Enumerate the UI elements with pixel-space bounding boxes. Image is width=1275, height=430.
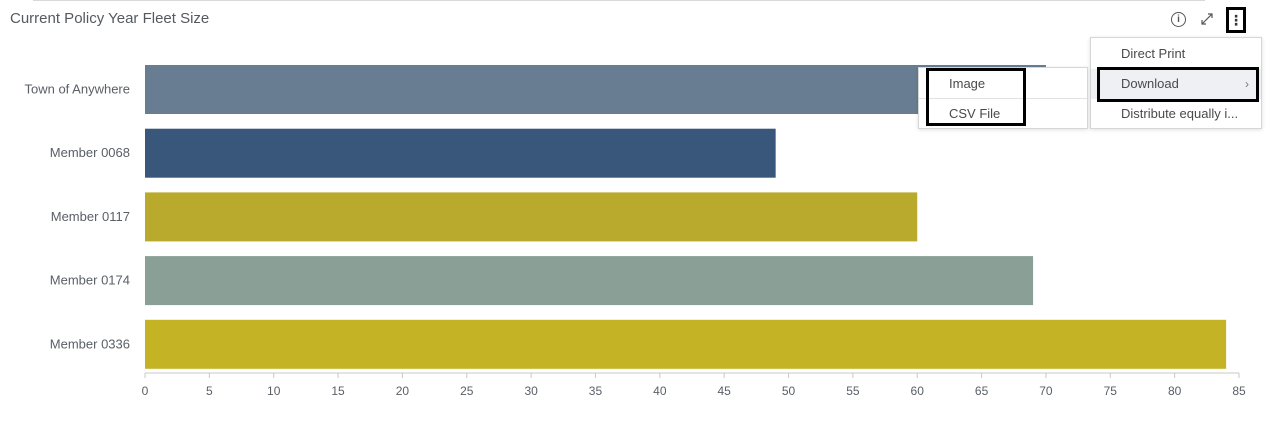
x-tick-label: 0: [142, 384, 149, 398]
y-tick-label: Member 0336: [50, 336, 130, 351]
x-tick-label: 5: [206, 384, 213, 398]
chart-title: Current Policy Year Fleet Size: [10, 10, 210, 27]
bar: [145, 128, 776, 178]
bar: [145, 319, 1227, 369]
download-highlight-box: [1097, 67, 1259, 102]
bar: [145, 65, 1046, 114]
x-tick-label: 70: [1039, 384, 1053, 398]
x-tick-label: 60: [911, 384, 925, 398]
info-icon[interactable]: i: [1171, 12, 1186, 27]
x-tick-label: 75: [1104, 384, 1118, 398]
x-tick-label: 15: [331, 384, 345, 398]
x-tick-label: 40: [653, 384, 667, 398]
y-tick-label: Member 0117: [51, 209, 130, 224]
menu-item-distribute[interactable]: Distribute equally i...: [1121, 106, 1239, 121]
x-tick-label: 45: [717, 384, 731, 398]
expand-icon-graphic: [1201, 13, 1213, 25]
submenu-highlight-box: [926, 68, 1026, 126]
x-tick-label: 85: [1232, 384, 1246, 398]
y-tick-label: Town of Anywhere: [24, 82, 130, 97]
x-tick-label: 55: [846, 384, 860, 398]
top-divider: [33, 0, 1205, 1]
x-tick-label: 80: [1168, 384, 1182, 398]
y-tick-label: Member 0174: [50, 273, 130, 288]
more-vertical-icon[interactable]: ⋮: [1226, 7, 1246, 33]
x-tick-label: 50: [782, 384, 796, 398]
menu-item-download-label: Download: [1121, 76, 1179, 91]
chevron-right-icon: ›: [1245, 77, 1249, 91]
menu-item-download[interactable]: Download ›: [1091, 69, 1261, 99]
download-submenu: Image CSV File: [918, 67, 1088, 129]
submenu-item-image[interactable]: Image: [919, 69, 1087, 99]
y-tick-label: Member 0068: [50, 145, 130, 160]
menu-item-direct-print[interactable]: Direct Print: [1121, 46, 1186, 61]
chart-options-menu: Direct Print Download › Distribute equal…: [1090, 37, 1262, 129]
x-tick-label: 25: [460, 384, 474, 398]
submenu-item-csv[interactable]: CSV File: [949, 106, 1001, 121]
x-tick-label: 10: [267, 384, 281, 398]
bar: [145, 256, 1034, 306]
expand-icon[interactable]: [1198, 10, 1216, 28]
x-tick-label: 35: [589, 384, 603, 398]
bar: [145, 192, 918, 242]
x-tick-label: 30: [524, 384, 538, 398]
x-tick-label: 20: [396, 384, 410, 398]
x-tick-label: 65: [975, 384, 989, 398]
